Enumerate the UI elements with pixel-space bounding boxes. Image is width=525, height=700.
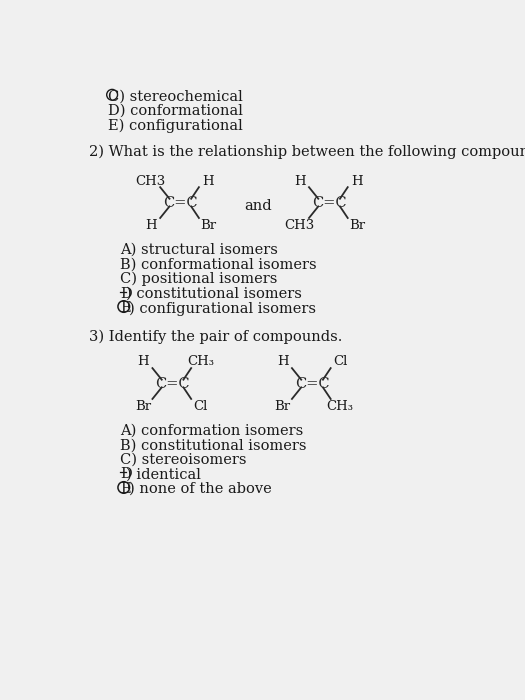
- Text: ) none of the above: ) none of the above: [129, 482, 272, 496]
- Text: C) stereochemical: C) stereochemical: [108, 90, 243, 104]
- Text: A) conformation isomers: A) conformation isomers: [120, 424, 303, 438]
- Text: B) constitutional isomers: B) constitutional isomers: [120, 438, 307, 452]
- Text: CH₃: CH₃: [187, 356, 214, 368]
- Text: H: H: [351, 174, 363, 188]
- Text: E: E: [120, 482, 131, 496]
- Text: ) configurational isomers: ) configurational isomers: [129, 301, 316, 316]
- Text: E) configurational: E) configurational: [108, 118, 243, 133]
- Text: A) structural isomers: A) structural isomers: [120, 243, 278, 257]
- Text: H: H: [145, 219, 156, 232]
- Text: H: H: [294, 174, 306, 188]
- Text: D: D: [120, 468, 132, 482]
- Text: D) conformational: D) conformational: [108, 104, 243, 118]
- Text: C) positional isomers: C) positional isomers: [120, 272, 277, 286]
- Text: ) identical: ) identical: [126, 468, 201, 482]
- Text: C=C: C=C: [155, 377, 190, 391]
- Text: C=C: C=C: [163, 195, 197, 209]
- Text: 3) Identify the pair of compounds.: 3) Identify the pair of compounds.: [89, 330, 342, 344]
- Text: and: and: [244, 199, 271, 213]
- Text: C=C: C=C: [312, 195, 346, 209]
- Text: E: E: [120, 301, 131, 315]
- Text: CH₃: CH₃: [327, 400, 353, 413]
- Text: B) conformational isomers: B) conformational isomers: [120, 258, 317, 271]
- Text: D: D: [120, 286, 132, 300]
- Text: Br: Br: [200, 219, 216, 232]
- Text: Br: Br: [275, 400, 291, 413]
- Text: Cl: Cl: [333, 356, 347, 368]
- Text: Br: Br: [349, 219, 365, 232]
- Text: CH3: CH3: [136, 174, 166, 188]
- Text: 2) What is the relationship between the following compounds?: 2) What is the relationship between the …: [89, 145, 525, 159]
- Text: CH3: CH3: [285, 219, 315, 232]
- Text: C=C: C=C: [295, 377, 329, 391]
- Text: C) stereoisomers: C) stereoisomers: [120, 453, 246, 467]
- Text: H: H: [203, 174, 214, 188]
- Text: H: H: [138, 356, 149, 368]
- Text: ) constitutional isomers: ) constitutional isomers: [126, 286, 302, 300]
- Text: Cl: Cl: [193, 400, 208, 413]
- Text: H: H: [277, 356, 288, 368]
- Text: Br: Br: [135, 400, 151, 413]
